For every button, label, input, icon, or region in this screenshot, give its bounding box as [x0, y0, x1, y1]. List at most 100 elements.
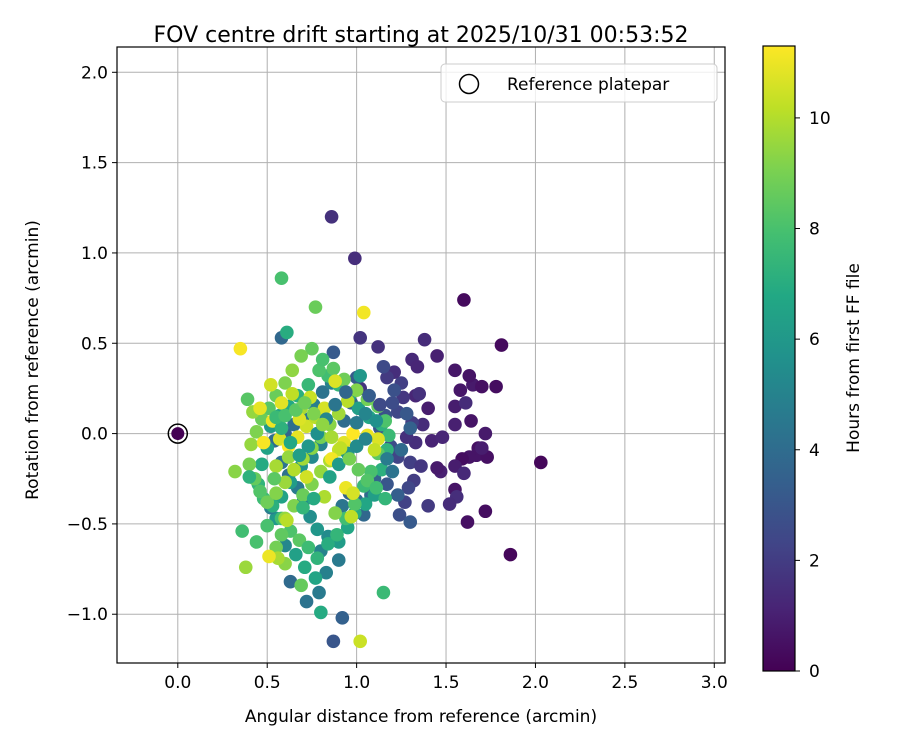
data-point: [453, 383, 468, 398]
data-point: [489, 379, 503, 394]
data-point: [353, 634, 368, 649]
data-point: [280, 325, 294, 340]
y-axis-ticks: −1.0 −0.5 0.0 0.5 1.0 1.5 2.0: [67, 63, 117, 625]
y-tick-label: 1.0: [81, 244, 108, 264]
colorbar-tick-label: 8: [809, 220, 820, 240]
data-point: [283, 435, 298, 450]
data-point: [503, 547, 518, 562]
data-point: [392, 508, 407, 522]
data-point: [323, 470, 337, 484]
data-point: [285, 363, 300, 378]
data-point: [238, 560, 253, 575]
data-point: [448, 363, 462, 378]
data-point: [328, 374, 342, 388]
data-point: [412, 387, 427, 401]
data-point: [380, 370, 394, 385]
data-point: [328, 506, 342, 520]
colorbar-tick-label: 6: [809, 330, 820, 350]
data-point: [353, 368, 368, 383]
data-point: [242, 457, 257, 472]
data-point: [403, 455, 418, 470]
data-point: [326, 345, 341, 360]
y-tick-label: 2.0: [81, 63, 108, 83]
data-point: [297, 560, 312, 575]
data-point: [460, 515, 475, 529]
data-point: [281, 450, 296, 464]
data-point: [475, 379, 489, 394]
data-point: [421, 499, 435, 513]
data-point: [310, 522, 325, 537]
colorbar-tick-label: 0: [809, 662, 820, 682]
x-tick-label: 2.5: [611, 673, 638, 693]
data-point: [278, 376, 292, 390]
data-point: [403, 421, 418, 435]
data-point: [378, 491, 393, 506]
data-point: [335, 611, 350, 625]
data-point: [330, 527, 344, 542]
data-point: [369, 414, 384, 428]
data-point: [382, 428, 396, 443]
data-point: [274, 421, 289, 435]
data-point: [348, 497, 362, 511]
y-axis-label: Rotation from reference (arcmin): [23, 220, 43, 500]
data-point: [260, 495, 275, 510]
data-point: [385, 396, 400, 410]
data-point: [312, 363, 326, 378]
data-point: [263, 378, 278, 392]
legend: Reference platepar: [440, 63, 718, 103]
data-point: [301, 540, 316, 555]
x-tick-label: 0.0: [164, 673, 191, 693]
data-point: [319, 565, 334, 580]
data-point: [369, 480, 384, 495]
data-point: [414, 459, 428, 473]
data-point: [249, 535, 264, 549]
data-point: [358, 432, 373, 446]
data-point: [464, 414, 478, 428]
grid-lines: [117, 47, 725, 663]
data-point: [424, 434, 439, 448]
data-point: [442, 497, 457, 511]
data-point: [478, 426, 493, 441]
data-point: [287, 462, 301, 477]
data-point: [314, 605, 328, 620]
data-point: [371, 340, 385, 354]
data-point: [242, 470, 257, 484]
legend-marker-icon: [458, 73, 480, 95]
data-point: [373, 397, 387, 412]
data-point: [296, 488, 310, 502]
data-point: [331, 553, 346, 567]
legend-box: [440, 63, 718, 103]
data-point: [324, 430, 339, 444]
reference-ring: [167, 423, 189, 444]
data-point: [346, 426, 360, 441]
colorbar-label: Hours from first FF file: [844, 263, 864, 453]
x-tick-label: 3.0: [701, 673, 728, 693]
data-point: [315, 385, 330, 399]
y-tick-label: −1.0: [67, 605, 108, 625]
data-point: [331, 457, 346, 472]
data-point: [475, 441, 489, 455]
colorbar-tick-label: 10: [809, 109, 831, 129]
data-point: [374, 462, 389, 477]
data-point: [305, 341, 319, 356]
data-point: [278, 408, 292, 423]
data-point: [387, 383, 401, 398]
data-point: [308, 571, 323, 585]
data-point: [253, 401, 267, 416]
data-point: [308, 300, 323, 314]
data-point: [349, 415, 364, 430]
data-point: [324, 210, 339, 224]
data-point: [228, 464, 242, 479]
reference-point: [171, 427, 185, 441]
legend-entry-reference: Reference platepar: [507, 75, 669, 95]
x-tick-label: 1.0: [343, 673, 370, 693]
data-point: [301, 439, 316, 454]
data-point: [299, 470, 314, 484]
y-tick-label: 1.5: [81, 154, 108, 174]
data-point: [306, 491, 321, 506]
data-point: [358, 497, 373, 511]
data-point: [312, 585, 326, 600]
data-point: [333, 441, 348, 455]
data-point: [253, 484, 267, 499]
